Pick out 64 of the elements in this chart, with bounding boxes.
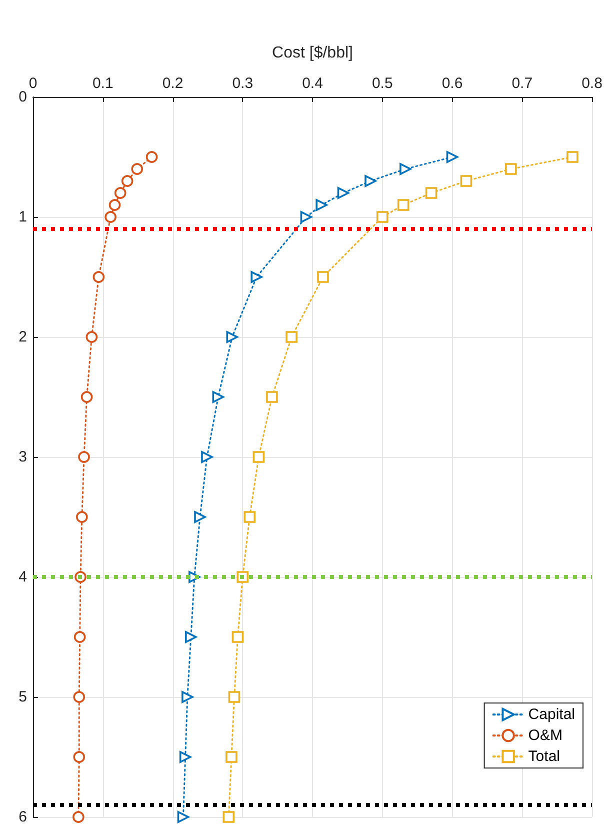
point	[121, 175, 134, 187]
point	[179, 751, 192, 763]
point	[182, 691, 194, 703]
point	[131, 163, 144, 175]
y-tick-label: 5	[18, 688, 27, 706]
x-tick-label: 0.2	[162, 75, 184, 92]
point	[446, 151, 458, 163]
point	[222, 811, 235, 823]
point	[78, 451, 90, 463]
legend-label: Capital	[528, 706, 576, 723]
x-tick-label: 0.4	[302, 75, 323, 92]
point	[566, 151, 578, 163]
point	[114, 187, 126, 199]
legend-label: Total	[528, 748, 560, 765]
x-tick-label: 0.1	[92, 75, 114, 92]
point	[376, 211, 388, 223]
y-tick-label: 4	[18, 568, 27, 586]
point	[146, 151, 158, 163]
x-tick-label: 0.8	[582, 75, 602, 92]
x-tick-label: 0.3	[232, 75, 254, 92]
point	[201, 451, 213, 463]
point	[286, 331, 298, 343]
point	[364, 175, 376, 187]
point	[212, 391, 224, 403]
y-tick-label: 3	[18, 448, 27, 466]
point	[226, 331, 238, 343]
point	[177, 811, 190, 823]
point	[73, 691, 86, 703]
point	[73, 751, 86, 763]
x-tick-label: 0.7	[512, 75, 533, 92]
point	[316, 199, 328, 211]
point	[194, 511, 206, 523]
point	[80, 391, 93, 403]
point	[74, 631, 86, 643]
point	[252, 451, 265, 463]
legend-label: O&M	[528, 727, 562, 744]
point	[266, 391, 278, 403]
point	[244, 511, 256, 523]
x-tick-label: 0.5	[372, 75, 393, 92]
point	[76, 511, 88, 523]
y-tick-label: 6	[18, 808, 27, 826]
x-axis-title: Cost [$/bbl]	[272, 44, 353, 62]
point	[505, 163, 517, 175]
point	[300, 211, 312, 223]
point	[232, 631, 244, 643]
point	[185, 631, 197, 643]
point	[108, 199, 121, 211]
point	[337, 187, 350, 199]
point	[86, 331, 98, 343]
y-tick-label: 1	[18, 208, 27, 226]
point	[397, 199, 410, 211]
point	[104, 211, 116, 223]
point	[425, 187, 438, 199]
point	[228, 691, 240, 703]
point	[226, 751, 238, 763]
point	[250, 271, 262, 283]
x-tick-label: 0.6	[442, 75, 463, 92]
y-tick-label: 2	[18, 328, 27, 346]
point	[400, 163, 412, 175]
point	[317, 271, 329, 283]
point	[72, 811, 84, 823]
point	[460, 175, 472, 187]
y-tick-label: 0	[18, 88, 27, 106]
point	[92, 271, 105, 283]
